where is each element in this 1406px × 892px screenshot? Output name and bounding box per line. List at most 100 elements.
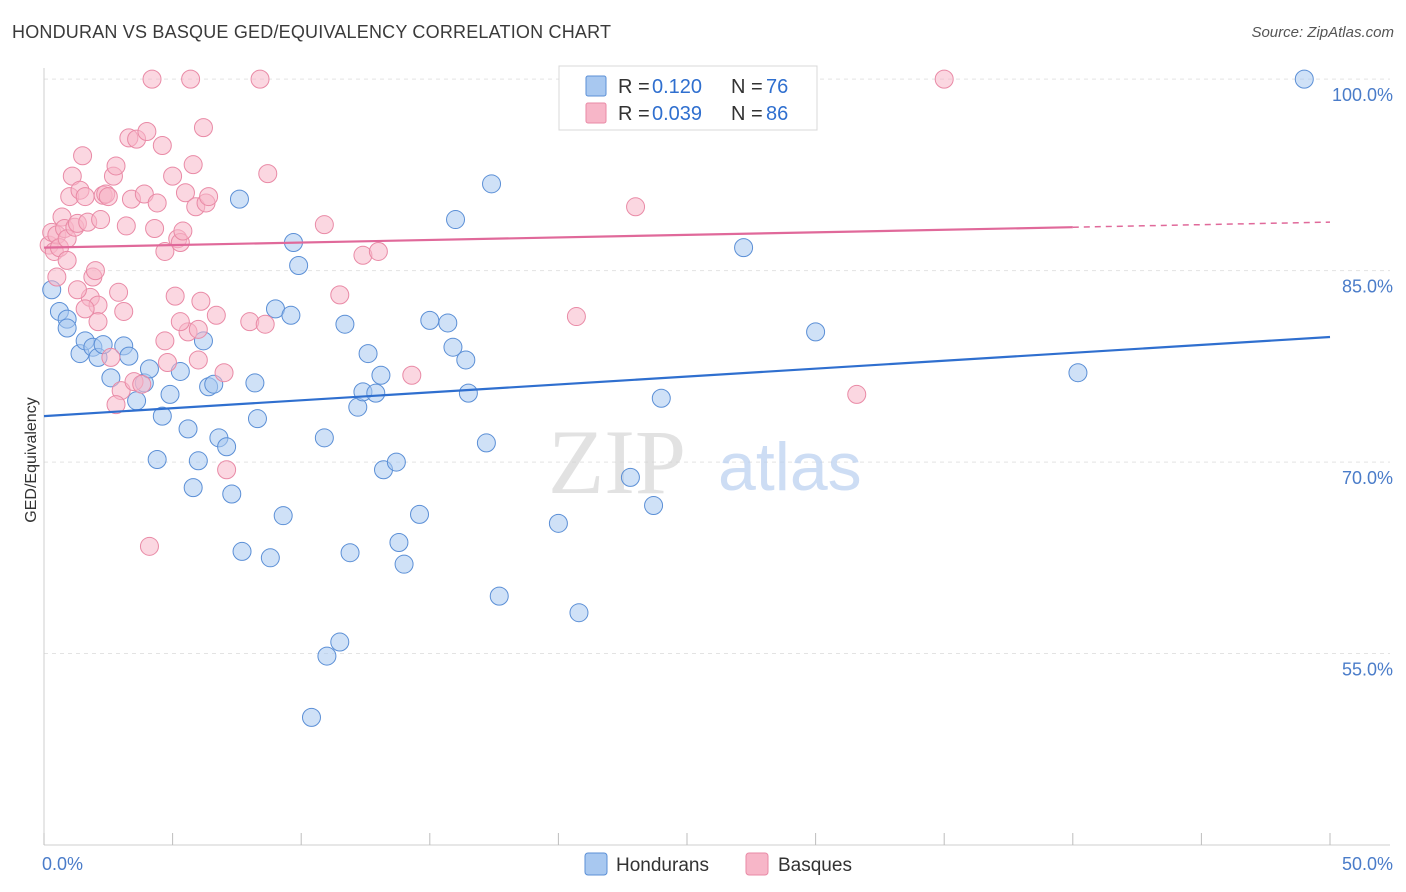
basque-point (85, 261, 105, 281)
legend-n-value-basques: 86 (766, 103, 788, 125)
y-tick-label: 100.0% (1332, 85, 1393, 105)
basque-point (132, 374, 152, 394)
honduran-point (340, 543, 360, 563)
honduran-point (458, 383, 478, 403)
honduran-point (317, 646, 337, 666)
honduran-point (476, 433, 496, 453)
series-legend-label-hondurans: Hondurans (616, 855, 709, 876)
basque-point (91, 210, 111, 230)
honduran-point (222, 484, 242, 504)
honduran-point (232, 541, 252, 561)
basque-point (137, 121, 157, 141)
basque-point (101, 347, 121, 367)
basque-point (175, 183, 195, 203)
basque-point (188, 350, 208, 370)
watermark: ZIP atlas (548, 411, 862, 513)
basque-point (258, 164, 278, 184)
honduran-point (371, 365, 391, 385)
honduran-point (548, 513, 568, 533)
basque-point (139, 536, 159, 556)
basque-point (106, 156, 126, 176)
honduran-point (127, 391, 147, 411)
honduran-point (651, 388, 671, 408)
honduran-point (438, 313, 458, 333)
basque-point (402, 365, 422, 385)
basque-point (75, 187, 95, 207)
series-legend: Hondurans Basques (584, 852, 852, 876)
honduran-point (247, 409, 267, 429)
tick-labels: 100.0% 85.0% 70.0% 55.0% 0.0% 50.0% (42, 85, 1393, 874)
basque-point (368, 241, 388, 261)
honduran-point (229, 189, 249, 209)
basque-point (188, 319, 208, 339)
series-legend-swatch-hondurans (584, 852, 608, 876)
basque-point (114, 301, 134, 321)
honduran-point (57, 318, 77, 338)
basque-point (934, 69, 954, 89)
basque-point (67, 280, 87, 300)
honduran-point (217, 437, 237, 457)
y-tick-label: 70.0% (1342, 468, 1393, 488)
basque-point (170, 312, 190, 332)
legend-n-value-hondurans: 76 (766, 76, 788, 98)
grid-lines (44, 78, 1390, 655)
honduran-point (183, 478, 203, 498)
honduran-point (443, 337, 463, 357)
legend-swatch-hondurans (585, 75, 607, 97)
honduran-point (188, 451, 208, 471)
legend-n-label-basques: N = (731, 103, 763, 125)
basque-trend-extension (1072, 221, 1331, 228)
basque-point (626, 197, 646, 217)
honduran-point (446, 210, 466, 230)
honduran-point (147, 450, 167, 470)
honduran-point (178, 419, 198, 439)
basque-point (217, 460, 237, 480)
honduran-point (245, 373, 265, 393)
basque-point (157, 353, 177, 373)
basque-point (155, 241, 175, 261)
legend-r-value-basques: 0.039 (652, 103, 702, 125)
y-tick-label: 55.0% (1342, 660, 1393, 680)
basque-trend-line (43, 226, 1073, 249)
basque-point (214, 363, 234, 383)
basque-point (109, 282, 129, 302)
honduran-point (386, 452, 406, 472)
honduran-point (366, 383, 386, 403)
source-label: Source: ZipAtlas.com (1251, 24, 1394, 41)
legend-r-label-hondurans: R = (618, 76, 650, 98)
honduran-point (358, 344, 378, 364)
honduran-point (314, 428, 334, 448)
stats-legend: R = 0.120 N = 76 R = 0.039 N = 86 (558, 65, 818, 131)
x-tick-label: 0.0% (42, 854, 83, 874)
honduran-point (301, 707, 321, 727)
basque-point (98, 187, 118, 207)
honduran-point (281, 305, 301, 325)
basque-point (173, 221, 193, 241)
chart-title: HONDURAN VS BASQUE GED/EQUIVALENCY CORRE… (12, 22, 612, 42)
honduran-point (644, 495, 664, 515)
basque-point (206, 305, 226, 325)
honduran-point (410, 504, 430, 524)
watermark-atlas: atlas (718, 429, 862, 505)
legend-n-label-hondurans: N = (731, 76, 763, 98)
basque-point (191, 291, 211, 311)
basque-point (152, 136, 172, 156)
basque-point (116, 216, 136, 236)
honduran-trend-line (43, 335, 1331, 418)
basque-point (847, 384, 867, 404)
honduran-point (1068, 363, 1088, 383)
basque-point (57, 250, 77, 270)
honduran-point (806, 322, 826, 342)
basque-point (183, 155, 203, 175)
legend-r-label-basques: R = (618, 103, 650, 125)
basque-point (250, 69, 270, 89)
honduran-point (260, 548, 280, 568)
basque-point (566, 307, 586, 327)
honduran-point (160, 384, 180, 404)
watermark-zip: ZIP (548, 411, 686, 513)
basque-point (255, 314, 275, 334)
honduran-point (289, 256, 309, 276)
trend-lines (43, 221, 1331, 418)
series-legend-swatch-basques (745, 852, 769, 876)
